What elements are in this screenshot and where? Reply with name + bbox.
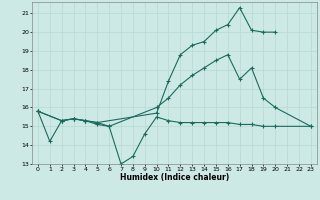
- X-axis label: Humidex (Indice chaleur): Humidex (Indice chaleur): [120, 173, 229, 182]
